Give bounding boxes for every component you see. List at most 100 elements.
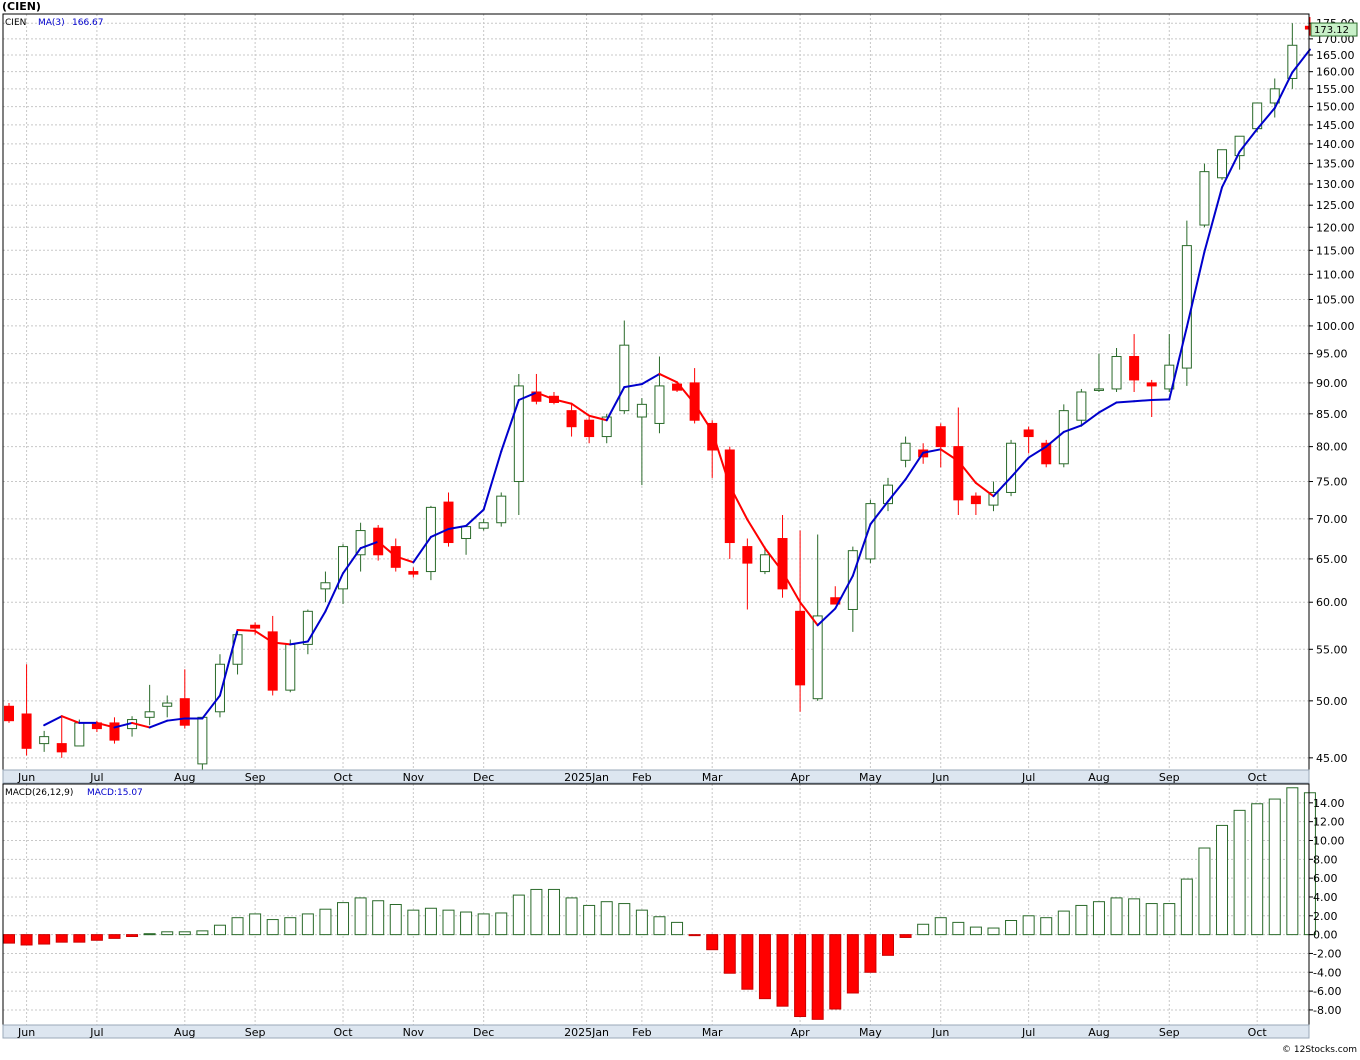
candle (1217, 149, 1228, 180)
candle-body (109, 722, 120, 741)
x-axis-label: May (859, 771, 882, 784)
ma-segment (500, 398, 520, 453)
macd-bar (284, 917, 297, 936)
macd-bar (178, 931, 191, 936)
macd-bar (811, 934, 824, 1020)
candle (443, 492, 454, 547)
ma-segment (535, 391, 555, 401)
macd-bar (618, 903, 631, 936)
macd-bar (213, 924, 226, 936)
candle (162, 695, 173, 718)
macd-bar (1128, 898, 1141, 936)
macd-bar (38, 934, 51, 945)
macd-bar (758, 934, 771, 1000)
macd-bar (1040, 917, 1053, 936)
ma-segment (482, 450, 503, 511)
ma-segment (236, 628, 257, 632)
candle-body (619, 344, 630, 412)
candle (1093, 353, 1104, 392)
price-tick-label: 150.00 (1316, 101, 1355, 114)
candle-body (970, 495, 981, 505)
macd-bar (442, 909, 455, 936)
candle-body (636, 403, 647, 418)
ma-segment (1256, 107, 1276, 131)
macd-tick-label: -2.00 (1313, 947, 1341, 960)
ma-segment (289, 640, 309, 646)
macd-bar (899, 934, 912, 938)
candle-body (1041, 442, 1052, 465)
ma-segment (1097, 401, 1118, 414)
candle-body (320, 582, 331, 590)
macd-bar (706, 934, 719, 951)
last-price-value: 173.12 (1314, 25, 1349, 36)
candle-body (1181, 245, 1192, 369)
candle (636, 398, 647, 486)
x-axis-label: Dec (473, 771, 494, 784)
ma-segment (412, 535, 432, 564)
x-axis-bar (2, 769, 1310, 784)
ma-segment (1273, 71, 1294, 110)
candle (584, 417, 595, 444)
macd-bar (688, 934, 701, 937)
x-axis-label: Jun (17, 771, 35, 784)
candle-body (144, 711, 155, 718)
candle-body (566, 410, 577, 428)
price-tick-label: 50.00 (1316, 695, 1348, 708)
x-axis-label: Sep (245, 1026, 266, 1039)
macd-bar (776, 934, 789, 1007)
candle (742, 538, 753, 610)
candle-body (162, 702, 173, 707)
ma-segment (254, 629, 274, 644)
macd-bar (249, 913, 262, 936)
candle-body (1269, 88, 1280, 104)
x-axis-label: Feb (632, 1026, 651, 1039)
candle-body (21, 713, 32, 749)
price-tick-label: 140.00 (1316, 138, 1355, 151)
x-axis-label: Jun (931, 771, 949, 784)
macd-bar (73, 934, 86, 943)
x-axis-label: Oct (334, 771, 354, 784)
candle-body (935, 426, 946, 448)
candle-body (1006, 442, 1017, 493)
candle (1023, 426, 1034, 454)
price-tick-label: 145.00 (1316, 119, 1355, 132)
price-tick-label: 120.00 (1316, 221, 1355, 234)
macd-tick-label: -8.00 (1313, 1004, 1341, 1017)
candle (812, 534, 823, 701)
ma-segment (95, 721, 116, 729)
macd-bar (389, 904, 402, 936)
ma-segment (131, 721, 151, 729)
macd-bar (143, 933, 156, 936)
ma-segment (922, 448, 942, 454)
macd-bar (635, 909, 648, 936)
candle-body (1023, 429, 1034, 438)
candle-body (759, 554, 770, 573)
candle (267, 615, 278, 696)
candle (285, 639, 296, 693)
candle-body (408, 571, 419, 575)
macd-bar (1075, 904, 1088, 936)
candle-body (1076, 391, 1087, 421)
last-price-badge: 173.12 (1310, 22, 1358, 37)
macd-bar (583, 904, 596, 936)
price-tick-label: 100.00 (1316, 320, 1355, 333)
macd-bar (495, 912, 508, 936)
legend-ma-value: 166.67 (72, 18, 104, 28)
candle-body (1146, 382, 1157, 387)
macd-bar (1286, 787, 1299, 936)
candle-body (1093, 388, 1104, 391)
macd-bar (90, 934, 103, 941)
candlestick-series (4, 17, 1315, 770)
x-axis-label: Aug (174, 771, 195, 784)
macd-legend-value: MACD:15.07 (87, 788, 143, 798)
x-axis-label: Jul (89, 771, 103, 784)
candle (1111, 347, 1122, 392)
x-axis-label: Sep (1159, 1026, 1180, 1039)
ma-segment (816, 607, 837, 627)
macd-bar (653, 916, 666, 936)
ma-segment (1080, 411, 1100, 427)
price-tick-label: 165.00 (1316, 49, 1355, 62)
x-axis-label: 2025Jan (564, 771, 609, 784)
x-axis-label: Mar (702, 1026, 723, 1039)
